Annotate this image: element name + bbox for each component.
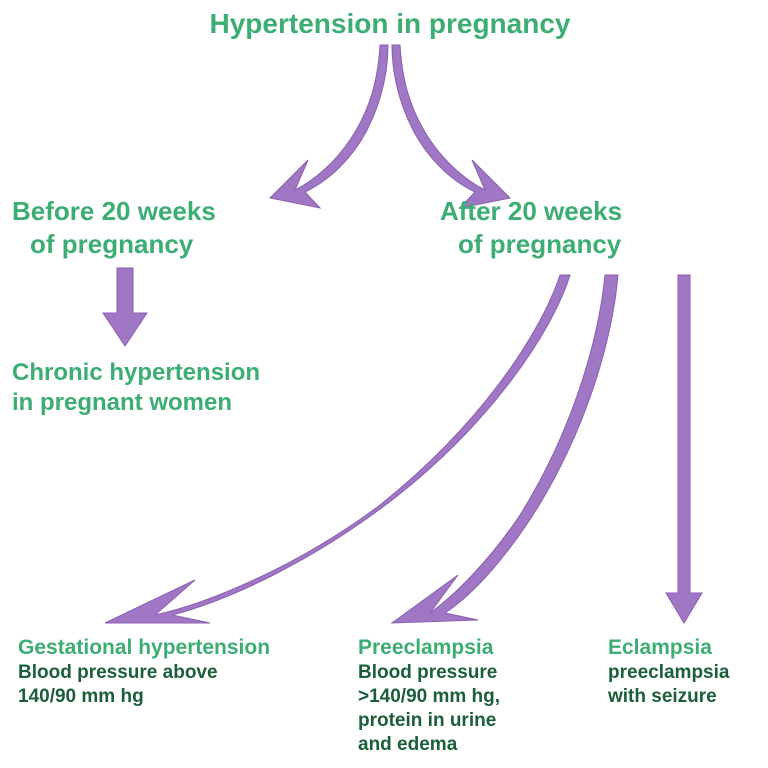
preeclampsia-l1: Blood pressure (358, 661, 500, 685)
gestational-title: Gestational hypertension (18, 635, 270, 661)
gestational-l1: Blood pressure above (18, 661, 270, 685)
after-line2: of pregnancy (440, 228, 622, 261)
arrow-after-preeclampsia (380, 275, 640, 625)
gestational-node: Gestational hypertension Blood pressure … (18, 635, 270, 709)
arrow-after-eclampsia (660, 275, 710, 625)
preeclampsia-node: Preeclampsia Blood pressure >140/90 mm h… (358, 635, 500, 756)
preeclampsia-l2: >140/90 mm hg, (358, 685, 500, 709)
after-node: After 20 weeks of pregnancy (440, 195, 622, 260)
eclampsia-title: Eclampsia (608, 635, 729, 661)
gestational-l2: 140/90 mm hg (18, 685, 270, 709)
preeclampsia-title: Preeclampsia (358, 635, 500, 661)
preeclampsia-l4: and edema (358, 733, 500, 757)
before-line2: of pregnancy (12, 228, 216, 261)
title-text: Hypertension in pregnancy (210, 8, 571, 39)
split-arrow-right (370, 40, 520, 210)
before-line1: Before 20 weeks (12, 195, 216, 228)
after-line1: After 20 weeks (440, 195, 622, 228)
before-node: Before 20 weeks of pregnancy (12, 195, 216, 260)
eclampsia-l2: with seizure (608, 685, 729, 709)
title: Hypertension in pregnancy (155, 6, 625, 41)
eclampsia-l1: preeclampsia (608, 661, 729, 685)
preeclampsia-l3: protein in urine (358, 709, 500, 733)
eclampsia-node: Eclampsia preeclampsia with seizure (608, 635, 729, 709)
